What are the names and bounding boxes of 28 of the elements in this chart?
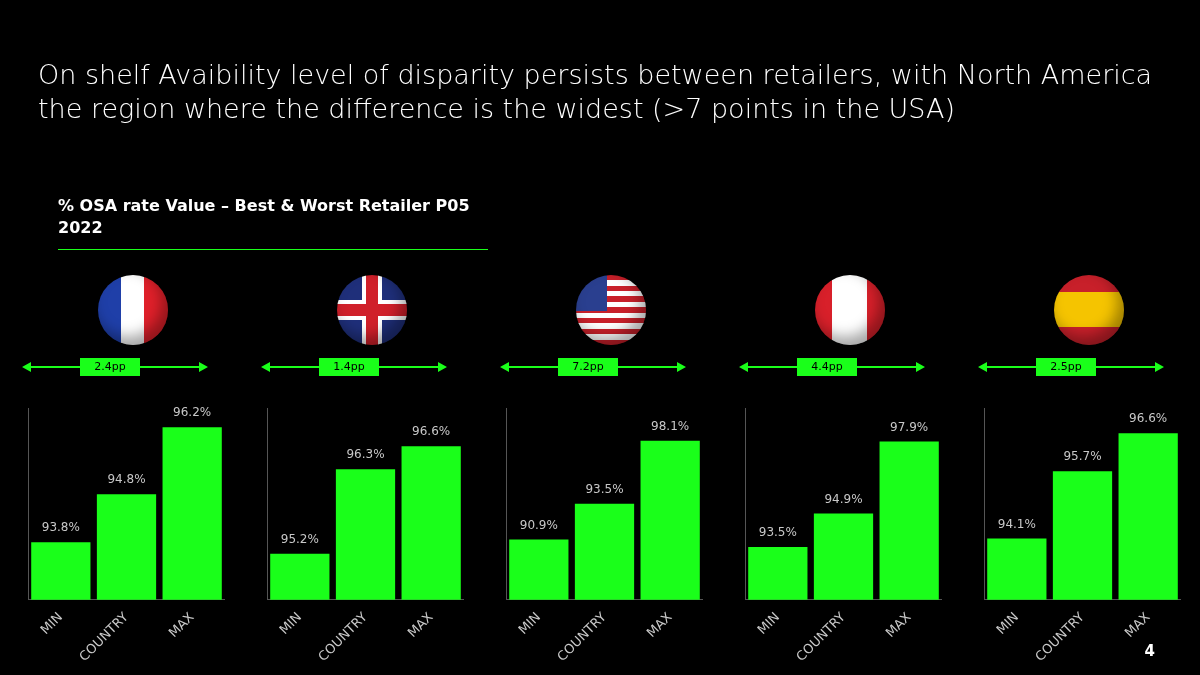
data-label: 94.8% xyxy=(107,472,146,487)
data-label: 95.2% xyxy=(280,531,319,546)
data-label: 96.2% xyxy=(173,405,212,420)
text: % OSA rate Value – Best & Worst Retailer P05 2022 xyxy=(58,195,488,250)
data-label: 96.3% xyxy=(346,447,385,462)
text: 7.2pp xyxy=(558,358,618,376)
data-label: 93.5% xyxy=(758,525,797,540)
data-label: 94.1% xyxy=(997,516,1036,531)
data-label: 96.6% xyxy=(412,424,451,439)
data-label: 93.5% xyxy=(585,481,624,496)
x-tick-label: MIN xyxy=(276,609,305,638)
text: 1.4pp xyxy=(319,358,379,376)
data-label: 95.7% xyxy=(1063,449,1102,464)
x-tick-label: MIN xyxy=(515,609,544,638)
x-tick-label: MIN xyxy=(37,609,66,638)
text: 4.4pp xyxy=(797,358,857,376)
data-label: 93.8% xyxy=(41,520,80,535)
text: 2.5pp xyxy=(1036,358,1096,376)
text: On shelf Avaibility level of disparity persists between retailers, with North America the region where the difference is the widest (>7 points in the USA) xyxy=(38,58,1154,126)
data-label: 96.6% xyxy=(1129,411,1168,426)
data-label: 97.9% xyxy=(890,419,929,434)
text: 4 xyxy=(1144,642,1155,660)
x-tick-label: MIN xyxy=(754,609,783,638)
data-label: 98.1% xyxy=(651,418,690,433)
data-label: 90.9% xyxy=(519,517,558,532)
data-label: 94.9% xyxy=(824,491,863,506)
x-tick-label: MIN xyxy=(993,609,1022,638)
text: 2.4pp xyxy=(80,358,140,376)
